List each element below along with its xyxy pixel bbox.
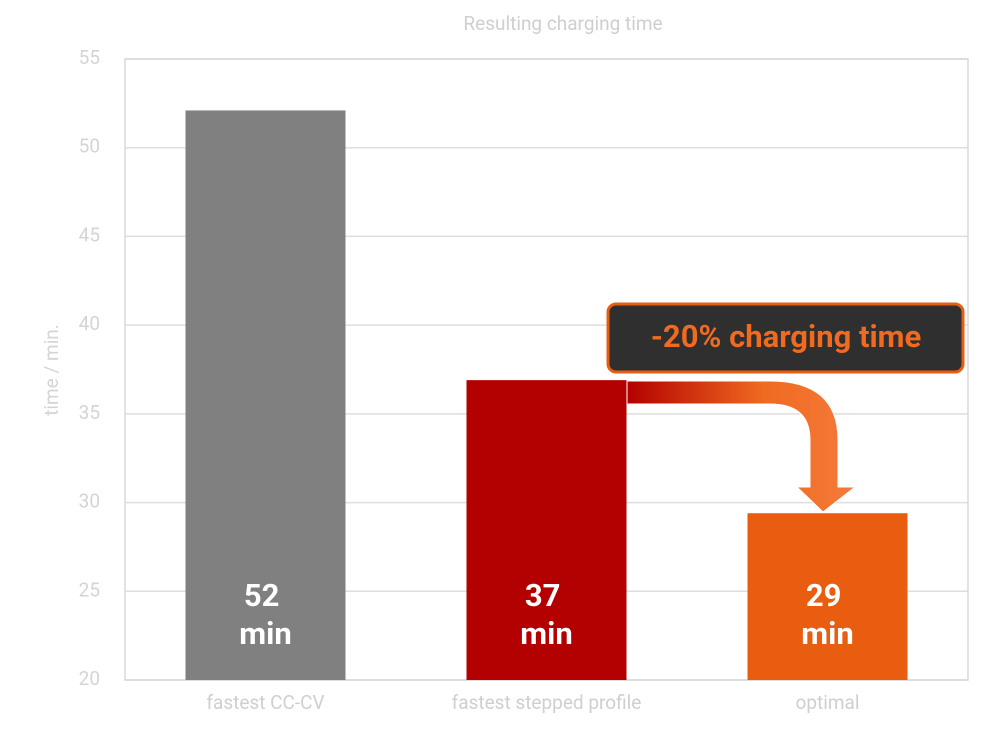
x-tick-label: fastest stepped profile: [452, 691, 642, 714]
bar: [466, 380, 627, 680]
y-tick-label: 20: [79, 667, 100, 690]
x-tick-label: fastest CC-CV: [206, 691, 324, 714]
value-label-line: min: [239, 615, 291, 652]
y-tick-label: 25: [79, 578, 100, 601]
value-label-line: min: [801, 615, 853, 652]
value-label-line: min: [520, 615, 572, 652]
annotation-box: [606, 302, 965, 374]
value-label: 29 min: [801, 577, 853, 652]
y-tick-label: 35: [79, 401, 100, 424]
value-label: 52 min: [239, 577, 291, 652]
bars: [185, 110, 908, 680]
value-label-line: 52: [244, 577, 287, 614]
y-tick-label: 30: [79, 490, 100, 513]
annotation: -20% charging time: [651, 318, 922, 355]
reduction-arrow: [626, 380, 857, 513]
x-tick-label: optimal: [796, 691, 860, 714]
value-label-line: 37: [525, 577, 568, 614]
chart-title: Resulting charging time: [463, 12, 662, 35]
y-tick-label: 55: [79, 46, 100, 69]
y-tick-label: 50: [79, 135, 100, 158]
bar: [185, 110, 346, 680]
y-axis-label: time / min.: [40, 324, 63, 416]
bar: [747, 513, 908, 680]
y-tick-label: 40: [79, 312, 100, 335]
value-label: 37 min: [520, 577, 572, 652]
value-label-line: 29: [806, 577, 849, 614]
y-tick-label: 45: [79, 223, 100, 246]
